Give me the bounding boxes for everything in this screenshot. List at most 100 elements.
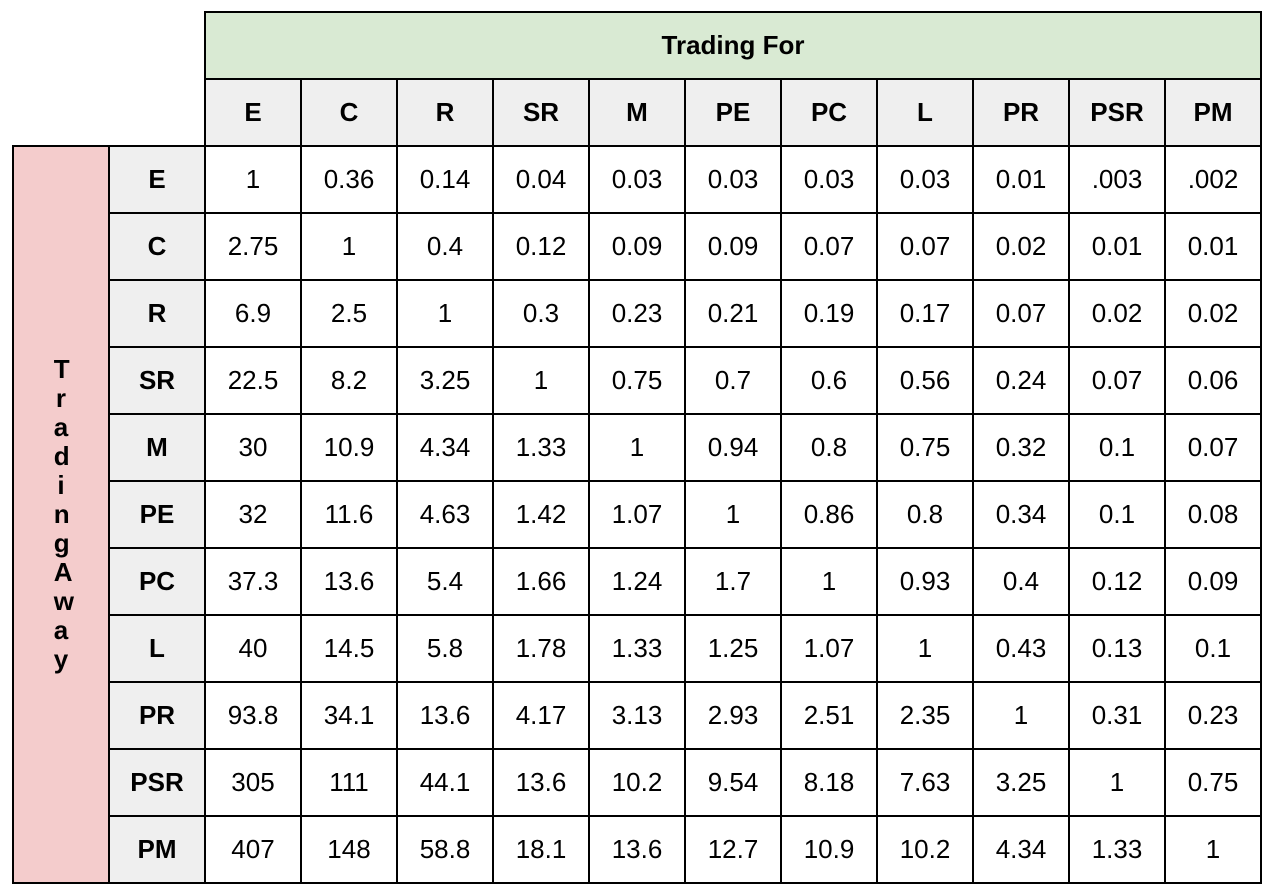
row-header: SR [108,346,206,415]
value-cell: 3.25 [972,748,1070,817]
value-cell: 1.25 [684,614,782,683]
value-cell: 0.75 [1164,748,1262,817]
value-cell: 22.5 [204,346,302,415]
table-row: SR 22.5 8.2 3.25 1 0.75 0.7 0.6 0.56 0.24 0.07 0.06 [13,346,1262,415]
value-cell: 0.23 [588,279,686,348]
value-cell: 0.6 [780,346,878,415]
value-cell: 0.86 [780,480,878,549]
row-header: PC [108,547,206,616]
column-header: M [588,78,686,147]
column-header: L [876,78,974,147]
value-cell: 1 [204,145,302,214]
table-row: PC 37.3 13.6 5.4 1.66 1.24 1.7 1 0.93 0.4 0.12 0.09 [13,547,1262,616]
value-cell: 0.04 [492,145,590,214]
value-cell: 0.03 [684,145,782,214]
value-cell: 2.75 [204,212,302,281]
trading-away-label: Trading Away [53,353,85,674]
row-header: PM [108,815,206,884]
value-cell: 1.33 [492,413,590,482]
value-cell: 2.93 [684,681,782,750]
value-cell: 0.03 [876,145,974,214]
value-cell: 12.7 [684,815,782,884]
value-cell: 5.8 [396,614,494,683]
value-cell: 1.33 [588,614,686,683]
blank-corner [13,12,205,79]
value-cell: 0.1 [1068,480,1166,549]
value-cell: 1.07 [780,614,878,683]
value-cell: 0.8 [876,480,974,549]
value-cell: 0.02 [1068,279,1166,348]
value-cell: 37.3 [204,547,302,616]
value-cell: 9.54 [684,748,782,817]
value-cell: 58.8 [396,815,494,884]
column-header: E [204,78,302,147]
value-cell: 5.4 [396,547,494,616]
value-cell: 40 [204,614,302,683]
value-cell: .003 [1068,145,1166,214]
table-row: PSR 305 111 44.1 13.6 10.2 9.54 8.18 7.63 3.25 1 0.… [13,748,1262,817]
value-cell: 1 [492,346,590,415]
value-cell: 1.66 [492,547,590,616]
value-cell: 10.2 [588,748,686,817]
value-cell: 0.07 [1068,346,1166,415]
value-cell: 10.2 [876,815,974,884]
value-cell: 0.31 [1068,681,1166,750]
table-row: Trading Away E 1 0.36 0.14 0.04 0.03 0.03 0.03 0.… [12,145,1262,884]
table-row: PM 407 148 58.8 18.1 13.6 12.7 10.9 10.2 4.34 1.33… [13,815,1262,884]
value-cell: 1.07 [588,480,686,549]
value-cell: 1 [876,614,974,683]
table-row: PR 93.8 34.1 13.6 4.17 3.13 2.93 2.51 2.35 1 0.31 0… [13,681,1262,750]
row-header: M [108,413,206,482]
value-cell: 44.1 [396,748,494,817]
value-cell: 0.02 [972,212,1070,281]
value-cell: 14.5 [300,614,398,683]
row-header: PR [108,681,206,750]
value-cell: 148 [300,815,398,884]
trading-for-title-row: Trading For [13,11,1262,80]
value-cell: 30 [204,413,302,482]
column-header: R [396,78,494,147]
value-cell: 18.1 [492,815,590,884]
value-cell: 0.93 [876,547,974,616]
value-cell: 4.63 [396,480,494,549]
value-cell: 1.33 [1068,815,1166,884]
value-cell: 0.12 [492,212,590,281]
value-cell: 1 [588,413,686,482]
column-header: PSR [1068,78,1166,147]
value-cell: 1 [396,279,494,348]
table-row: PE 32 11.6 4.63 1.42 1.07 1 0.86 0.8 0.34 0.1 0.08 [13,480,1262,549]
value-cell: 6.9 [204,279,302,348]
value-cell: 3.25 [396,346,494,415]
value-cell: 0.4 [972,547,1070,616]
value-cell: 0.24 [972,346,1070,415]
value-cell: 1.78 [492,614,590,683]
value-cell: 0.4 [396,212,494,281]
value-cell: 0.06 [1164,346,1262,415]
value-cell: 1 [1068,748,1166,817]
value-cell: 1 [684,480,782,549]
value-cell: 0.23 [1164,681,1262,750]
value-cell: 1 [1164,815,1262,884]
table-row: R 6.9 2.5 1 0.3 0.23 0.21 0.19 0.17 0.07 0.02 0.02 [13,279,1262,348]
value-cell: 32 [204,480,302,549]
value-cell: 2.51 [780,681,878,750]
column-header: PR [972,78,1070,147]
value-cell: 0.09 [588,212,686,281]
value-cell: 13.6 [492,748,590,817]
value-cell: 93.8 [204,681,302,750]
value-cell: 13.6 [588,815,686,884]
value-cell: 2.5 [300,279,398,348]
value-cell: 0.19 [780,279,878,348]
value-cell: 1.42 [492,480,590,549]
value-cell: 0.01 [1164,212,1262,281]
row-header: C [108,212,206,281]
value-cell: 4.34 [972,815,1070,884]
value-cell: 1.24 [588,547,686,616]
value-cell: 0.1 [1164,614,1262,683]
row-header: L [108,614,206,683]
row-header: PSR [108,748,206,817]
value-cell: 3.13 [588,681,686,750]
column-header: PE [684,78,782,147]
value-cell: 0.17 [876,279,974,348]
table-row: C 2.75 1 0.4 0.12 0.09 0.09 0.07 0.07 0.02 0.01 0.0… [13,212,1262,281]
